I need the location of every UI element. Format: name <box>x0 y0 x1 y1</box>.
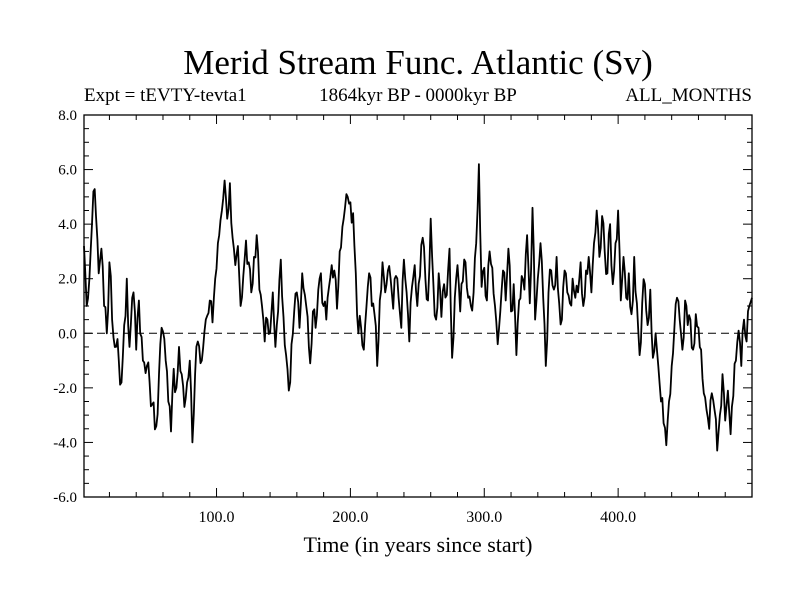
x-tick-label: 400.0 <box>600 509 636 526</box>
y-tick-label: 8.0 <box>58 108 77 124</box>
y-tick-label: -4.0 <box>53 435 77 451</box>
series-line <box>83 163 753 452</box>
y-tick-label: -2.0 <box>53 381 77 397</box>
experiment-label: Expt = tEVTY-tevta1 <box>84 85 247 106</box>
x-tick-label: 200.0 <box>332 509 368 526</box>
y-tick-label: 6.0 <box>58 163 77 179</box>
chart-title: Merid Stream Func. Atlantic (Sv) <box>183 43 653 82</box>
y-tick-label: 2.0 <box>58 272 77 288</box>
y-tick-label: 4.0 <box>58 217 77 233</box>
x-axis-label: Time (in years since start) <box>304 532 533 557</box>
series-group <box>83 163 753 452</box>
months-label: ALL_MONTHS <box>625 85 752 106</box>
y-tick-label: 0.0 <box>58 326 77 342</box>
plot-frame <box>83 114 753 498</box>
y-tick-label: -6.0 <box>53 490 77 506</box>
tick-labels-group: 100.0 200.0 300.0 400.0 -6.0 -4.0 -2.0 0.0 2.0 4.… <box>53 108 636 526</box>
ticks-group <box>84 114 752 498</box>
chart-subtitle: 1864kyr BP - 0000kyr BP <box>319 85 517 106</box>
x-tick-label: 100.0 <box>199 509 235 526</box>
x-tick-label: 300.0 <box>466 509 502 526</box>
